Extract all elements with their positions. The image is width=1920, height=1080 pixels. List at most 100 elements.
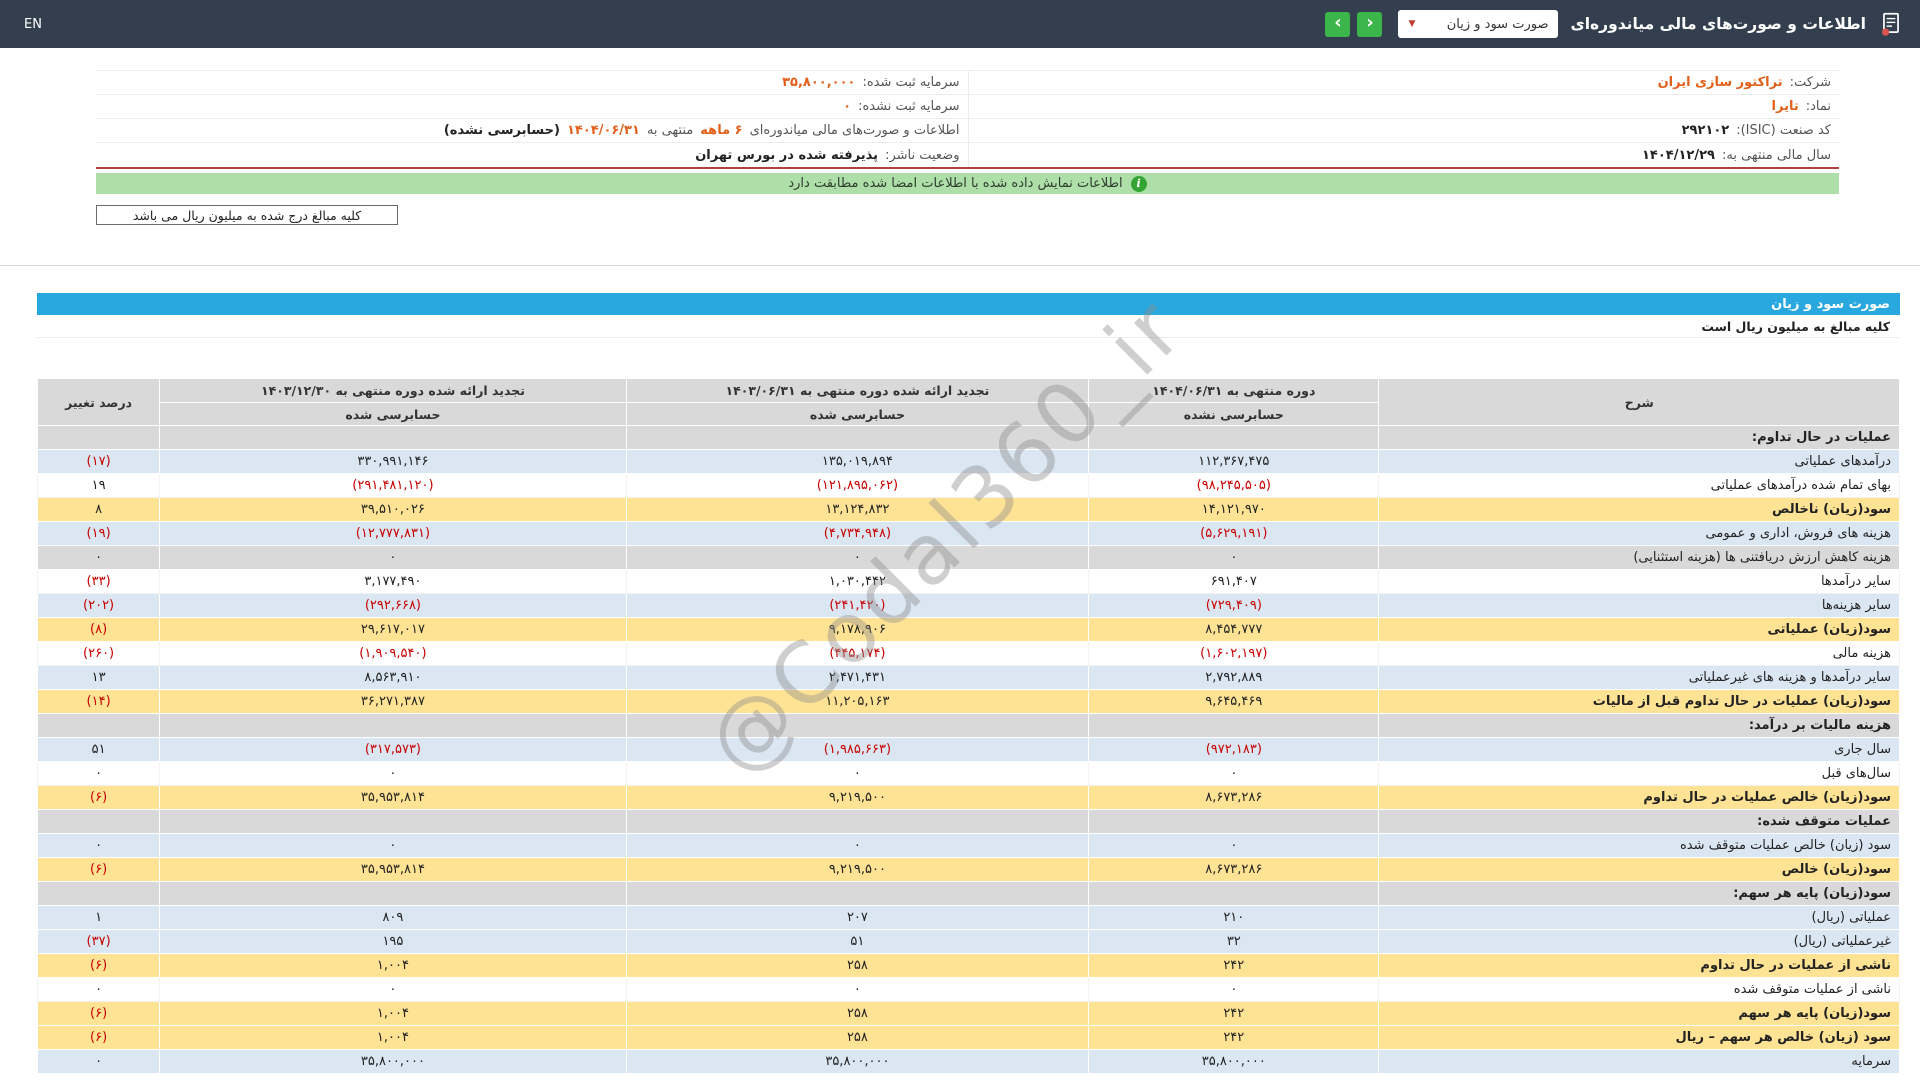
statement-data-row: سایر درآمدها ۶۹۱,۴۰۷ ۱,۰۳۰,۴۴۲ ۳,۱۷۷,۴۹۰ (۳۳… (36, 569, 1900, 594)
statement-data-row: بهای تمام شده درآمدهای عملیاتی (۹۸,۲۴۵,۵۰… (36, 473, 1900, 498)
row-label: هزینه مالی (1378, 641, 1900, 666)
row-label: ناشی از عملیات متوقف شده (1378, 977, 1900, 1002)
info-row: سال مالی منتهی به: ۱۴۰۴/۱۲/۲۹ (969, 143, 1840, 167)
row-change-percent: (۶) (36, 953, 161, 978)
statement-data-row: غیرعملیاتی (ریال) ۳۲ ۵۱ ۱۹۵ (۳۷) (36, 929, 1900, 954)
row-label: سود(زیان) خالص عملیات در حال تداوم (1378, 785, 1900, 810)
row-value (625, 809, 1090, 834)
next-report-button[interactable]: › (1325, 11, 1351, 37)
info-label: سال مالی منتهی به: (1721, 147, 1831, 163)
row-value: (۹۸,۲۴۵,۵۰۵) (1088, 473, 1380, 498)
info-value: پذیرفته شده در بورس تهران (695, 147, 879, 163)
row-value: ۲۹,۶۱۷,۰۱۷ (159, 617, 627, 642)
row-value: ۸,۶۷۳,۲۸۶ (1088, 857, 1380, 882)
info-label: شرکت: (1789, 75, 1831, 90)
row-change-percent: ۰ (36, 761, 161, 786)
row-value: ۱,۰۰۴ (159, 953, 627, 978)
info-row: وضعیت ناشر: پذیرفته شده در بورس تهران (96, 143, 968, 167)
row-value (1088, 809, 1380, 834)
row-change-percent: (۶) (36, 1025, 161, 1050)
row-change-percent: ۰ (36, 545, 161, 570)
row-change-percent: ۰ (36, 1049, 161, 1074)
row-label: عملیاتی (ریال) (1378, 905, 1900, 930)
statement-section-row: عملیات متوقف شده: (36, 809, 1900, 834)
row-label: سود(زیان) عملیاتی (1378, 617, 1900, 642)
row-value (1088, 425, 1380, 450)
statement-data-row: سود(زیان) عملیاتی ۸,۴۵۴,۷۷۷ ۹,۱۷۸,۹۰۶ ۲۹,۶۱… (36, 617, 1900, 642)
row-change-percent (36, 713, 161, 738)
row-label: سود (زیان) خالص هر سهم – ریال (1378, 1025, 1900, 1050)
row-value: ۳۳۰,۹۹۱,۱۴۶ (159, 449, 627, 474)
statement-data-row: هزینه های فروش، اداری و عمومی (۵,۶۲۹,۱۹۱)… (36, 521, 1900, 546)
header-controls: اطلاعات و صورت‌های مالی میاندوره‌ای صورت… (1325, 10, 1904, 38)
info-row: سرمایه ثبت نشده: ۰ (96, 95, 968, 119)
statement-unit-note: کلیه مبالغ به میلیون ریال است (37, 315, 1900, 338)
row-label: سایر درآمدها و هزینه های غیرعملیاتی (1378, 665, 1900, 690)
row-value: ۳۵,۹۵۳,۸۱۴ (159, 857, 627, 882)
report-type-select[interactable]: صورت سود و زیان ▼ (1398, 10, 1559, 38)
report-nav-buttons: ‹ › (1325, 11, 1383, 37)
row-change-percent: (۶) (36, 1001, 161, 1026)
language-toggle[interactable]: EN (24, 16, 42, 32)
col-header-period-annual: تجدید ارائه شده دوره منتهی به ۱۴۰۳/۱۲/۳۰ (159, 378, 627, 403)
previous-report-button[interactable]: ‹ (1357, 11, 1383, 37)
row-value: ۳۵,۸۰۰,۰۰۰ (625, 1049, 1090, 1074)
info-value: ۱۴۰۴/۱۲/۲۹ (1641, 147, 1715, 163)
row-label: هزینه مالیات بر درآمد: (1378, 713, 1900, 738)
row-value: ۳۵,۸۰۰,۰۰۰ (159, 1049, 627, 1074)
row-value: ۱۱۲,۳۶۷,۴۷۵ (1088, 449, 1380, 474)
statement-data-row: سود(زیان) خالص ۸,۶۷۳,۲۸۶ ۹,۲۱۹,۵۰۰ ۳۵,۹۵۳,۸… (36, 857, 1900, 882)
row-value: ۲۵۸ (625, 1001, 1090, 1026)
info-value: تراکتور سازی ایران (1657, 75, 1783, 90)
col-subheader-audit-annual: حسابرسی شده (159, 402, 627, 426)
row-change-percent (36, 809, 161, 834)
row-value: (۹۷۲,۱۸۳) (1088, 737, 1380, 762)
info-label: اطلاعات و صورت‌های مالی میاندوره‌ای (749, 123, 960, 138)
info-label: منتهی به (646, 123, 694, 138)
col-subheader-audit-prior: حسابرسی شده (625, 402, 1090, 426)
row-label: سرمایه (1378, 1049, 1900, 1074)
row-change-percent: (۳۳) (36, 569, 161, 594)
row-value: ۲۴۲ (1088, 953, 1380, 978)
info-label: کد صنعت (ISIC): (1736, 123, 1831, 138)
row-value: ۲,۴۷۱,۴۳۱ (625, 665, 1090, 690)
info-value: ۳۵,۸۰۰,۰۰۰ (782, 75, 856, 90)
row-value (1088, 713, 1380, 738)
info-value: تایرا (1771, 99, 1799, 114)
statement-section-row: عملیات در حال تداوم: (36, 425, 1900, 450)
info-label: نماد: (1805, 99, 1831, 114)
row-change-percent: ۰ (36, 977, 161, 1002)
section-divider (0, 265, 1920, 266)
row-value: (۲۹۱,۴۸۱,۱۲۰) (159, 473, 627, 498)
unit-note-box: کلیه مبالغ درج شده به میلیون ریال می باش… (96, 205, 398, 225)
col-header-description: شرح (1378, 378, 1900, 426)
row-label: سود(زیان) ناخالص (1378, 497, 1900, 522)
row-value: ۲۱۰ (1088, 905, 1380, 930)
statement-section-row: هزینه مالیات بر درآمد: (36, 713, 1900, 738)
row-change-percent: (۲۶۰) (36, 641, 161, 666)
row-label: هزینه های فروش، اداری و عمومی (1378, 521, 1900, 546)
statement-data-row: هزینه کاهش ارزش دریافتنی ها (هزینه استثن… (36, 545, 1900, 570)
statement-table-head: شرح دوره منتهی به ۱۴۰۴/۰۶/۳۱ تجدید ارائه… (36, 378, 1900, 426)
row-value: ۹,۲۱۹,۵۰۰ (625, 785, 1090, 810)
report-document-icon (1878, 11, 1904, 37)
row-value: (۷۲۹,۴۰۹) (1088, 593, 1380, 618)
row-value: ۰ (159, 977, 627, 1002)
row-label: درآمدهای عملیاتی (1378, 449, 1900, 474)
row-label: سود(زیان) خالص (1378, 857, 1900, 882)
row-change-percent: (۸) (36, 617, 161, 642)
row-change-percent: ۵۱ (36, 737, 161, 762)
row-value: ۸۰۹ (159, 905, 627, 930)
row-change-percent (36, 881, 161, 906)
col-subheader-audit-current: حسابرسی نشده (1088, 402, 1380, 426)
row-change-percent (36, 425, 161, 450)
row-value: ۹,۱۷۸,۹۰۶ (625, 617, 1090, 642)
row-value: ۵۱ (625, 929, 1090, 954)
row-value: (۱,۹۸۵,۶۶۳) (625, 737, 1090, 762)
signature-match-text: اطلاعات نمایش داده شده با اطلاعات امضا ش… (788, 176, 1123, 191)
row-label: سود(زیان) عملیات در حال تداوم قبل از مال… (1378, 689, 1900, 714)
row-label: سود (زیان) خالص عملیات متوقف شده (1378, 833, 1900, 858)
info-label: سرمایه ثبت نشده: (858, 99, 960, 114)
row-change-percent: ۱۳ (36, 665, 161, 690)
info-row: سرمایه ثبت شده: ۳۵,۸۰۰,۰۰۰ (96, 71, 968, 95)
